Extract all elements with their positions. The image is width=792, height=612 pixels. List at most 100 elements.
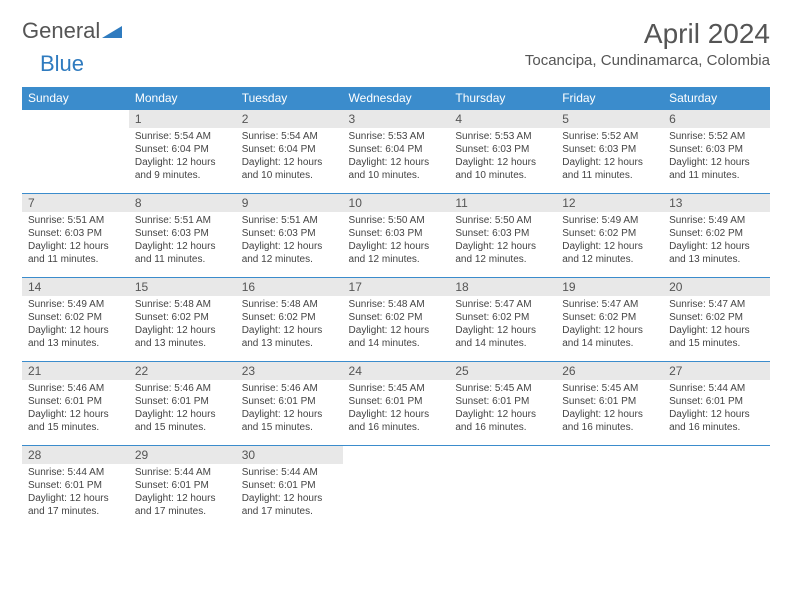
- calendar-cell: 25Sunrise: 5:45 AMSunset: 6:01 PMDayligh…: [449, 362, 556, 446]
- daylight-text: Daylight: 12 hours and 17 minutes.: [242, 492, 337, 518]
- day-detail: Sunrise: 5:51 AMSunset: 6:03 PMDaylight:…: [129, 212, 236, 270]
- calendar-cell: 15Sunrise: 5:48 AMSunset: 6:02 PMDayligh…: [129, 278, 236, 362]
- day-detail: Sunrise: 5:49 AMSunset: 6:02 PMDaylight:…: [22, 296, 129, 354]
- daylight-text: Daylight: 12 hours and 15 minutes.: [242, 408, 337, 434]
- sunset-text: Sunset: 6:03 PM: [455, 143, 550, 156]
- calendar-cell: 22Sunrise: 5:46 AMSunset: 6:01 PMDayligh…: [129, 362, 236, 446]
- daylight-text: Daylight: 12 hours and 14 minutes.: [455, 324, 550, 350]
- month-title: April 2024: [525, 18, 770, 50]
- sunrise-text: Sunrise: 5:49 AM: [562, 214, 657, 227]
- sunrise-text: Sunrise: 5:45 AM: [562, 382, 657, 395]
- sunset-text: Sunset: 6:01 PM: [349, 395, 444, 408]
- day-number: 29: [129, 446, 236, 464]
- daylight-text: Daylight: 12 hours and 16 minutes.: [455, 408, 550, 434]
- sunset-text: Sunset: 6:02 PM: [455, 311, 550, 324]
- daylight-text: Daylight: 12 hours and 15 minutes.: [28, 408, 123, 434]
- sunrise-text: Sunrise: 5:47 AM: [455, 298, 550, 311]
- day-number: 15: [129, 278, 236, 296]
- sunrise-text: Sunrise: 5:44 AM: [242, 466, 337, 479]
- sunset-text: Sunset: 6:01 PM: [242, 479, 337, 492]
- daylight-text: Daylight: 12 hours and 11 minutes.: [28, 240, 123, 266]
- calendar-cell: 14Sunrise: 5:49 AMSunset: 6:02 PMDayligh…: [22, 278, 129, 362]
- daylight-text: Daylight: 12 hours and 12 minutes.: [242, 240, 337, 266]
- daylight-text: Daylight: 12 hours and 15 minutes.: [135, 408, 230, 434]
- day-detail: Sunrise: 5:51 AMSunset: 6:03 PMDaylight:…: [236, 212, 343, 270]
- calendar-table: SundayMondayTuesdayWednesdayThursdayFrid…: [22, 87, 770, 530]
- daylight-text: Daylight: 12 hours and 17 minutes.: [135, 492, 230, 518]
- day-detail: Sunrise: 5:45 AMSunset: 6:01 PMDaylight:…: [449, 380, 556, 438]
- calendar-cell: 2Sunrise: 5:54 AMSunset: 6:04 PMDaylight…: [236, 110, 343, 194]
- daylight-text: Daylight: 12 hours and 17 minutes.: [28, 492, 123, 518]
- calendar-head: SundayMondayTuesdayWednesdayThursdayFrid…: [22, 87, 770, 110]
- day-detail: Sunrise: 5:52 AMSunset: 6:03 PMDaylight:…: [663, 128, 770, 186]
- daylight-text: Daylight: 12 hours and 15 minutes.: [669, 324, 764, 350]
- calendar-cell: 19Sunrise: 5:47 AMSunset: 6:02 PMDayligh…: [556, 278, 663, 362]
- calendar-cell: 26Sunrise: 5:45 AMSunset: 6:01 PMDayligh…: [556, 362, 663, 446]
- day-detail: Sunrise: 5:47 AMSunset: 6:02 PMDaylight:…: [663, 296, 770, 354]
- sunrise-text: Sunrise: 5:47 AM: [669, 298, 764, 311]
- calendar-cell: 8Sunrise: 5:51 AMSunset: 6:03 PMDaylight…: [129, 194, 236, 278]
- calendar-cell: 23Sunrise: 5:46 AMSunset: 6:01 PMDayligh…: [236, 362, 343, 446]
- sunrise-text: Sunrise: 5:48 AM: [135, 298, 230, 311]
- sunset-text: Sunset: 6:01 PM: [242, 395, 337, 408]
- calendar-cell: 7Sunrise: 5:51 AMSunset: 6:03 PMDaylight…: [22, 194, 129, 278]
- sunrise-text: Sunrise: 5:49 AM: [28, 298, 123, 311]
- day-detail: Sunrise: 5:48 AMSunset: 6:02 PMDaylight:…: [129, 296, 236, 354]
- calendar-cell: 4Sunrise: 5:53 AMSunset: 6:03 PMDaylight…: [449, 110, 556, 194]
- brand-logo: General: [22, 18, 124, 44]
- calendar-cell: 5Sunrise: 5:52 AMSunset: 6:03 PMDaylight…: [556, 110, 663, 194]
- calendar-cell: 17Sunrise: 5:48 AMSunset: 6:02 PMDayligh…: [343, 278, 450, 362]
- day-detail: Sunrise: 5:52 AMSunset: 6:03 PMDaylight:…: [556, 128, 663, 186]
- calendar-cell: .: [22, 110, 129, 194]
- daylight-text: Daylight: 12 hours and 14 minutes.: [562, 324, 657, 350]
- sunrise-text: Sunrise: 5:48 AM: [242, 298, 337, 311]
- day-number: 11: [449, 194, 556, 212]
- sunrise-text: Sunrise: 5:50 AM: [455, 214, 550, 227]
- sunrise-text: Sunrise: 5:48 AM: [349, 298, 444, 311]
- calendar-cell: 10Sunrise: 5:50 AMSunset: 6:03 PMDayligh…: [343, 194, 450, 278]
- day-number: 28: [22, 446, 129, 464]
- sunset-text: Sunset: 6:04 PM: [135, 143, 230, 156]
- weekday-header: Sunday: [22, 87, 129, 110]
- calendar-row: 21 Sunrise: 5:46 AMSunset: 6:01 PMDayligh…: [22, 362, 770, 446]
- day-number: 3: [343, 110, 450, 128]
- location: Tocancipa, Cundinamarca, Colombia: [525, 52, 770, 69]
- daylight-text: Daylight: 12 hours and 10 minutes.: [242, 156, 337, 182]
- day-number: 1: [129, 110, 236, 128]
- sunset-text: Sunset: 6:02 PM: [349, 311, 444, 324]
- day-number: 21: [22, 362, 129, 380]
- day-detail: Sunrise: 5:46 AMSunset: 6:01 PMDaylight:…: [236, 380, 343, 438]
- daylight-text: Daylight: 12 hours and 14 minutes.: [349, 324, 444, 350]
- day-detail: Sunrise: 5:50 AMSunset: 6:03 PMDaylight:…: [449, 212, 556, 270]
- sunrise-text: Sunrise: 5:51 AM: [242, 214, 337, 227]
- day-detail: Sunrise: 5:44 AMSunset: 6:01 PMDaylight:…: [129, 464, 236, 522]
- calendar-cell: .: [449, 446, 556, 530]
- day-detail: Sunrise: 5:49 AMSunset: 6:02 PMDaylight:…: [556, 212, 663, 270]
- sunset-text: Sunset: 6:01 PM: [455, 395, 550, 408]
- day-number: 12: [556, 194, 663, 212]
- sunset-text: Sunset: 6:02 PM: [562, 311, 657, 324]
- day-number: 4: [449, 110, 556, 128]
- calendar-cell: 28Sunrise: 5:44 AMSunset: 6:01 PMDayligh…: [22, 446, 129, 530]
- calendar-cell: 3Sunrise: 5:53 AMSunset: 6:04 PMDaylight…: [343, 110, 450, 194]
- sunset-text: Sunset: 6:04 PM: [349, 143, 444, 156]
- calendar-cell: 20Sunrise: 5:47 AMSunset: 6:02 PMDayligh…: [663, 278, 770, 362]
- weekday-header: Tuesday: [236, 87, 343, 110]
- day-number: 10: [343, 194, 450, 212]
- calendar-cell: 1Sunrise: 5:54 AMSunset: 6:04 PMDaylight…: [129, 110, 236, 194]
- day-number: 5: [556, 110, 663, 128]
- day-detail: Sunrise: 5:48 AMSunset: 6:02 PMDaylight:…: [343, 296, 450, 354]
- sunrise-text: Sunrise: 5:51 AM: [135, 214, 230, 227]
- day-detail: Sunrise: 5:50 AMSunset: 6:03 PMDaylight:…: [343, 212, 450, 270]
- sunrise-text: Sunrise: 5:45 AM: [349, 382, 444, 395]
- day-number: 19: [556, 278, 663, 296]
- calendar-row: .1Sunrise: 5:54 AMSunset: 6:04 PMDayligh…: [22, 110, 770, 194]
- day-number: 9: [236, 194, 343, 212]
- calendar-cell: 18Sunrise: 5:47 AMSunset: 6:02 PMDayligh…: [449, 278, 556, 362]
- day-detail: Sunrise: 5:49 AMSunset: 6:02 PMDaylight:…: [663, 212, 770, 270]
- weekday-header: Friday: [556, 87, 663, 110]
- sunrise-text: Sunrise: 5:44 AM: [28, 466, 123, 479]
- day-number: 26: [556, 362, 663, 380]
- day-number: 7: [22, 194, 129, 212]
- daylight-text: Daylight: 12 hours and 12 minutes.: [349, 240, 444, 266]
